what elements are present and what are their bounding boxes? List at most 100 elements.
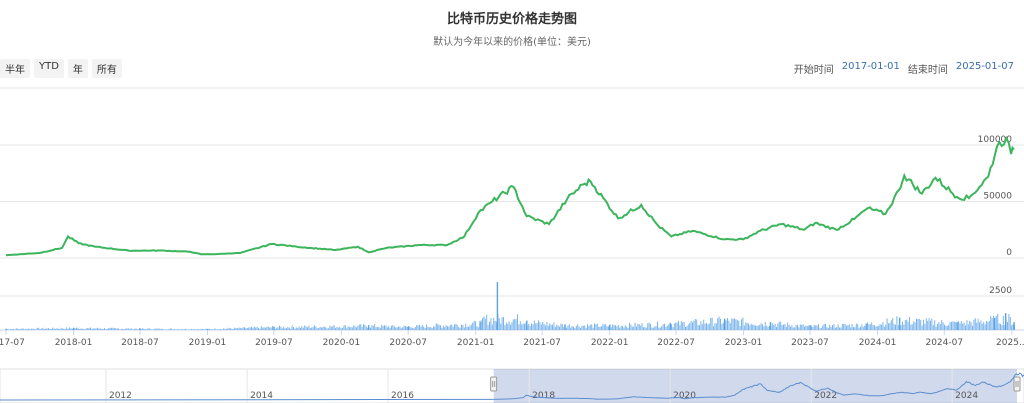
volume-bar [713, 326, 714, 330]
volume-bar [210, 329, 212, 330]
volume-bar [440, 325, 441, 330]
volume-bar [259, 328, 261, 330]
volume-bar [129, 329, 131, 330]
volume-bar [456, 324, 458, 330]
volume-bar [634, 322, 636, 330]
volume-bar [938, 322, 940, 330]
volume-bar [797, 324, 798, 330]
volume-bar [312, 327, 314, 330]
volume-bar [851, 324, 853, 330]
volume-bar [95, 328, 97, 330]
volume-bar [399, 326, 401, 330]
volume-bar [549, 323, 551, 330]
volume-bar [496, 282, 499, 330]
volume-bar [883, 326, 885, 330]
navigator-handle-left[interactable] [490, 376, 498, 392]
volume-bar [727, 318, 728, 330]
volume-bar [56, 328, 58, 330]
volume-bar [179, 329, 181, 330]
volume-bar [211, 329, 213, 330]
volume-bar [316, 328, 318, 330]
volume-bar [483, 316, 485, 330]
volume-bar [182, 329, 184, 330]
volume-bar [167, 329, 168, 330]
volume-bar [612, 324, 614, 330]
volume-bar [886, 318, 888, 330]
volume-bar [126, 328, 128, 330]
navigator-selection[interactable] [493, 369, 1017, 403]
volume-bar [260, 326, 262, 330]
navigator-tick-label: 2016 [391, 391, 414, 401]
volume-bar [1011, 325, 1013, 330]
volume-bar [830, 326, 832, 330]
volume-bar [512, 319, 514, 330]
volume-bar [738, 320, 740, 330]
volume-bar [570, 327, 572, 330]
volume-bar [1007, 321, 1008, 330]
range-button-half-year[interactable]: 半年 [0, 59, 30, 78]
volume-bar [636, 326, 637, 330]
volume-bar [181, 329, 182, 330]
volume-bar [455, 323, 457, 330]
volume-bar [526, 320, 528, 330]
volume-bar [742, 317, 744, 330]
volume-bar [32, 328, 34, 330]
volume-bar [39, 329, 41, 330]
volume-bar [774, 323, 776, 330]
volume-bar [941, 319, 943, 330]
volume-bar [749, 325, 751, 330]
volume-bar [311, 327, 313, 330]
volume-bar [682, 322, 684, 330]
volume-bar [45, 328, 47, 330]
volume-bar [307, 327, 308, 330]
volume-bar [539, 322, 541, 330]
volume-bar [480, 322, 482, 330]
volume-bar [101, 328, 103, 330]
volume-bar [85, 328, 87, 330]
volume-bar [251, 326, 252, 330]
volume-bar [427, 326, 429, 330]
volume-bar [151, 329, 153, 330]
start-date-input[interactable]: 2017-01-01 [841, 61, 900, 72]
volume-bar [328, 328, 329, 330]
x-tick-label: 2023-01 [725, 338, 763, 348]
volume-bar [70, 328, 72, 330]
volume-bar [97, 327, 98, 330]
volume-bar [764, 321, 766, 330]
volume-bar [491, 324, 493, 330]
volume-bar [974, 318, 976, 330]
volume-bar [560, 323, 562, 330]
volume-bar [773, 325, 775, 330]
volume-bar [340, 328, 342, 330]
end-date-input[interactable]: 2025-01-07 [955, 61, 1014, 72]
volume-bar [398, 326, 399, 330]
volume-bar [1005, 313, 1007, 330]
volume-bar [298, 326, 300, 330]
volume-bar [983, 321, 985, 330]
volume-bar [630, 324, 632, 330]
volume-bar [392, 324, 394, 330]
volume-bar [753, 324, 755, 330]
volume-bar [686, 326, 688, 330]
range-button-ytd[interactable]: YTD [34, 59, 64, 78]
volume-bar [193, 329, 195, 330]
navigator-handle-right[interactable] [1013, 376, 1021, 392]
x-tick-label: 2019-01 [189, 338, 227, 348]
volume-bar [580, 327, 581, 330]
volume-bar [487, 325, 489, 330]
range-selector: 半年 YTD 年 所有 [0, 59, 122, 78]
volume-bar [1000, 323, 1001, 330]
range-button-year[interactable]: 年 [67, 59, 88, 78]
volume-bar [363, 324, 364, 330]
y-tick-label: 0 [1006, 248, 1012, 258]
volume-bar [377, 326, 378, 330]
volume-bar [566, 327, 567, 330]
volume-bar [452, 326, 454, 330]
volume-bar [447, 326, 448, 330]
range-button-all[interactable]: 所有 [91, 59, 122, 78]
volume-bar [924, 324, 926, 330]
volume-bar [559, 326, 560, 330]
volume-bar [353, 325, 355, 330]
volume-bar [234, 327, 236, 330]
volume-bar [710, 318, 712, 330]
